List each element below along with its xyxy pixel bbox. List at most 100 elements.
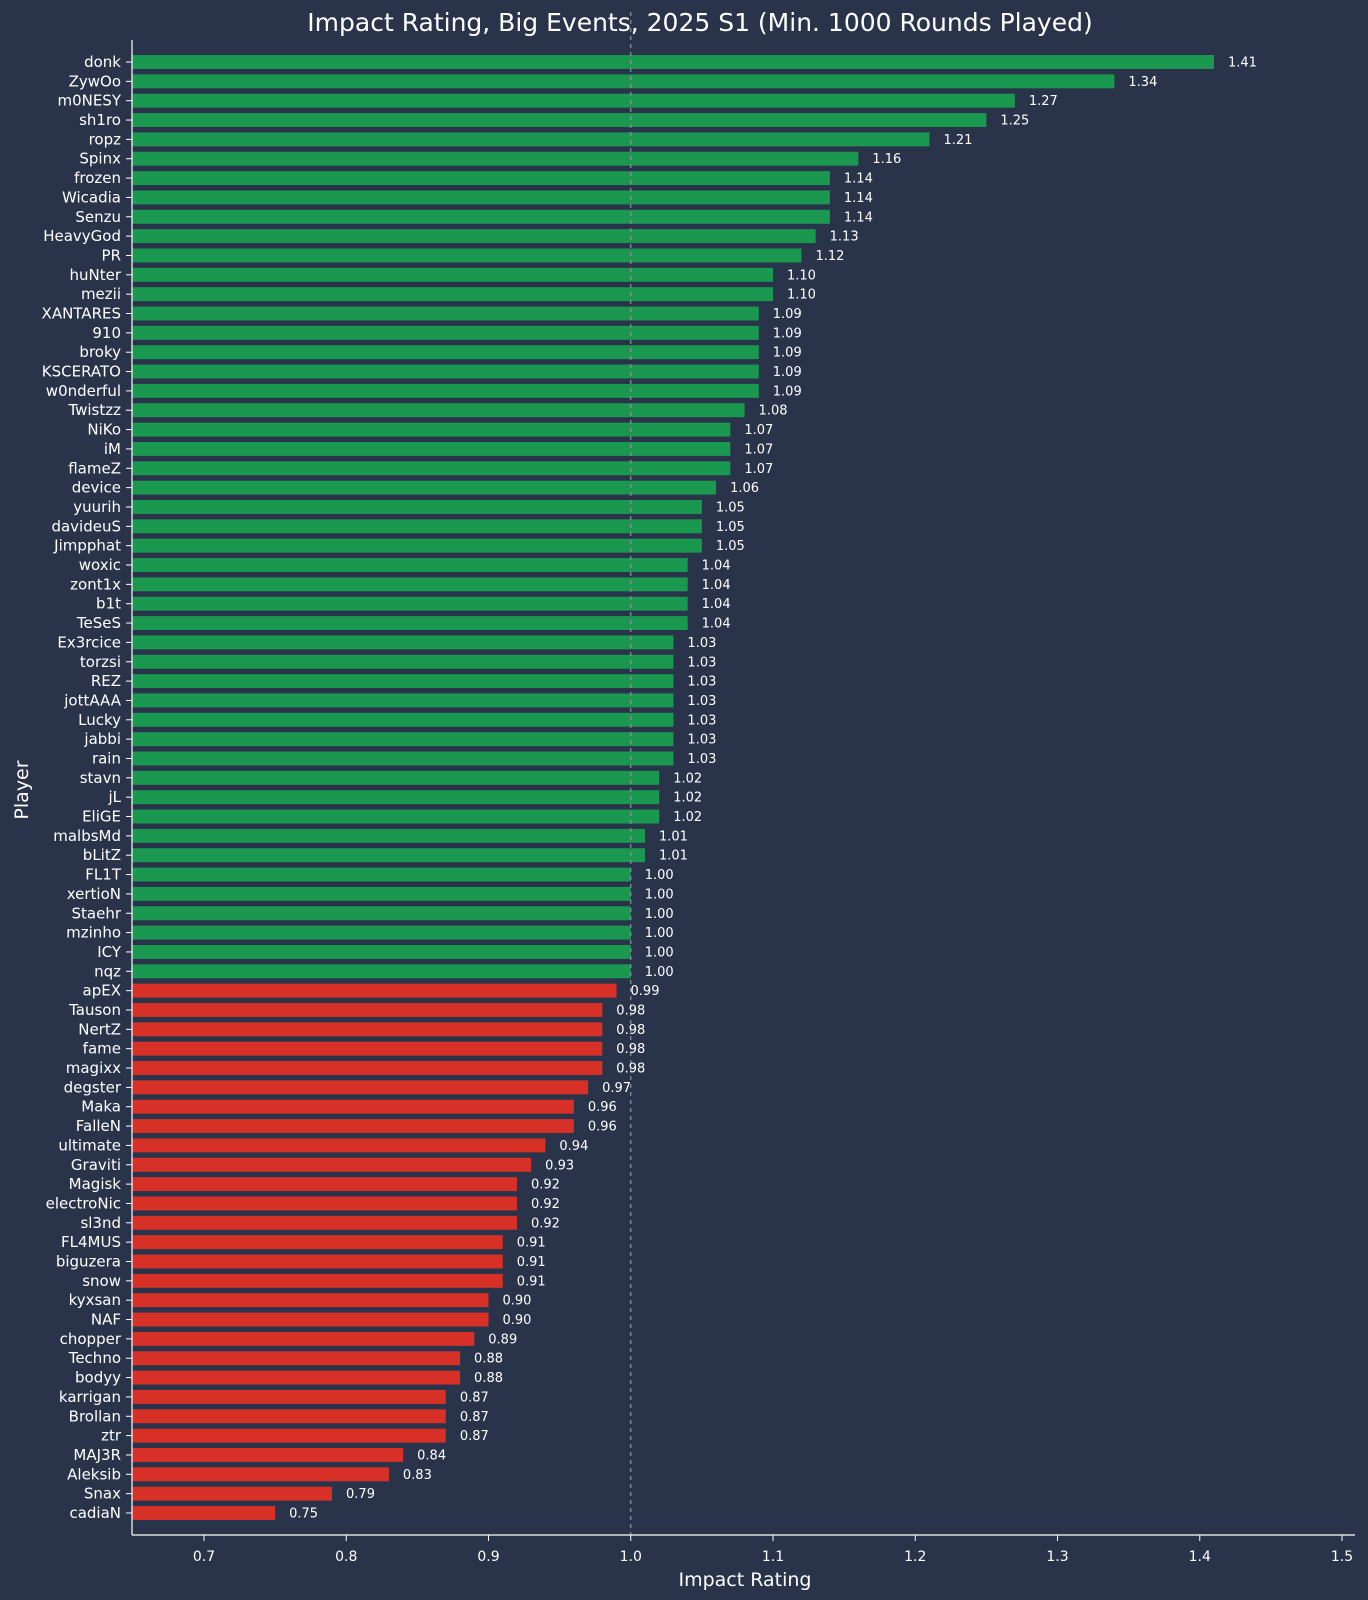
bar-ropz <box>132 132 930 147</box>
bar-Techno <box>132 1351 461 1366</box>
y-tick-label: HeavyGod <box>43 227 121 245</box>
y-tick-label: frozen <box>74 169 121 187</box>
y-tick-label: PR <box>102 246 121 264</box>
y-tick-label: broky <box>79 343 121 361</box>
value-label: 1.05 <box>716 520 745 535</box>
y-tick-label: device <box>72 479 121 497</box>
bar-donk <box>132 55 1214 69</box>
bar-b1t <box>132 596 688 611</box>
bar-bodyy <box>132 1370 461 1385</box>
value-label: 1.02 <box>673 810 702 825</box>
y-tick-label: cadiaN <box>69 1504 121 1522</box>
bar-w0nderful <box>132 383 759 398</box>
y-tick-label: electroNic <box>46 1194 121 1212</box>
y-tick-label: Maka <box>81 1098 121 1116</box>
value-label: 0.98 <box>616 1042 645 1057</box>
value-label: 1.25 <box>1000 114 1029 129</box>
bar-flameZ <box>132 461 731 476</box>
bar-910 <box>132 325 759 340</box>
value-label: 1.03 <box>687 675 716 690</box>
y-tick-label: donk <box>84 53 121 71</box>
value-label: 1.09 <box>773 326 802 341</box>
bar-EliGE <box>132 809 660 824</box>
bar-apEX <box>132 983 617 998</box>
y-tick-label: flameZ <box>68 459 121 477</box>
bar-FalleN <box>132 1119 574 1134</box>
y-tick-label: Tauson <box>68 1001 121 1019</box>
value-label: 1.07 <box>744 423 773 438</box>
bar-Staehr <box>132 906 631 921</box>
x-axis-title: Impact Rating <box>678 1569 811 1591</box>
value-label: 0.87 <box>460 1410 489 1425</box>
y-tick-label: sh1ro <box>79 111 121 129</box>
y-tick-label: woxic <box>79 556 121 574</box>
value-label: 0.92 <box>531 1216 560 1231</box>
value-label: 0.87 <box>460 1390 489 1405</box>
value-label: 0.91 <box>517 1274 546 1289</box>
y-tick-label: davideuS <box>51 517 121 535</box>
y-tick-label: Wicadia <box>62 188 121 206</box>
bar-fame <box>132 1041 603 1056</box>
value-label: 1.12 <box>815 249 844 264</box>
y-tick-label: Senzu <box>75 208 121 226</box>
value-label: 1.10 <box>787 288 816 303</box>
value-label: 0.79 <box>346 1487 375 1502</box>
value-label: 0.90 <box>503 1294 532 1309</box>
x-tick-label: 1.3 <box>1046 1549 1068 1565</box>
y-tick-label: b1t <box>96 595 121 613</box>
value-label: 1.07 <box>744 442 773 457</box>
bar-ultimate <box>132 1138 546 1153</box>
y-tick-label: FalleN <box>76 1117 121 1135</box>
bar-nqz <box>132 964 631 979</box>
bar-Tauson <box>132 1003 603 1017</box>
y-tick-label: torzsi <box>80 653 121 671</box>
bar-KSCERATO <box>132 364 759 379</box>
x-tick-label: 1.5 <box>1331 1549 1353 1565</box>
bar-broky <box>132 345 759 360</box>
value-label: 1.00 <box>645 887 674 902</box>
value-label: 1.03 <box>687 636 716 651</box>
bar-kyxsan <box>132 1293 489 1308</box>
y-tick-label: Snax <box>84 1485 121 1503</box>
bar-Maka <box>132 1099 574 1114</box>
y-tick-label: XANTARES <box>42 305 121 323</box>
bar-HeavyGod <box>132 229 816 244</box>
y-tick-label: jabbi <box>83 730 121 748</box>
y-tick-label: fame <box>83 1040 121 1058</box>
value-label: 1.14 <box>844 191 873 206</box>
x-tick-label: 1.0 <box>620 1549 642 1565</box>
value-labels: 1.41 1.34 1.271.25 1.21 1.16 1.14 1.14 1.14 1.13… <box>289 56 1257 1522</box>
value-label: 1.04 <box>702 559 731 574</box>
y-tick-label: degster <box>64 1078 122 1096</box>
value-label: 1.04 <box>702 617 731 632</box>
bar-Magisk <box>132 1177 517 1192</box>
value-label: 0.91 <box>517 1255 546 1270</box>
bar-Graviti <box>132 1157 532 1172</box>
bar-Jimpphat <box>132 538 702 553</box>
value-label: 0.98 <box>616 1062 645 1077</box>
bar-MAJ3R <box>132 1448 404 1462</box>
y-tick-label: yuurih <box>73 498 121 516</box>
value-label: 0.88 <box>474 1352 503 1367</box>
bar-Wicadia <box>132 190 830 205</box>
bar-sh1ro <box>132 113 987 128</box>
value-label: 1.04 <box>702 597 731 612</box>
y-tick-label: REZ <box>91 672 121 690</box>
x-tick-label: 1.1 <box>762 1549 784 1565</box>
value-label: 1.03 <box>687 713 716 728</box>
y-tick-label: FL4MUS <box>61 1233 121 1251</box>
bar-snow <box>132 1273 503 1288</box>
value-label: 0.84 <box>417 1448 446 1463</box>
bar-karrigan <box>132 1389 446 1404</box>
bar-jabbi <box>132 732 674 747</box>
value-label: 1.02 <box>673 771 702 786</box>
value-label: 1.03 <box>687 752 716 767</box>
y-tick-label: nqz <box>94 962 121 980</box>
y-tick-label: ztr <box>101 1427 122 1445</box>
y-tick-label: Spinx <box>79 150 121 168</box>
value-label: 1.09 <box>773 384 802 399</box>
bar-yuurih <box>132 500 702 514</box>
x-tick-labels: 0.7 0.8 0.9 1.0 1.1 1.2 1.3 1.4 1.5 <box>193 1535 1353 1565</box>
bar-torzsi <box>132 654 674 669</box>
